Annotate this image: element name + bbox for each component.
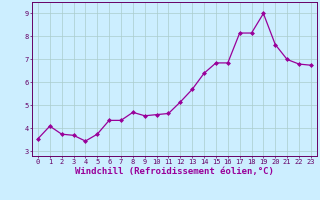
X-axis label: Windchill (Refroidissement éolien,°C): Windchill (Refroidissement éolien,°C): [75, 167, 274, 176]
